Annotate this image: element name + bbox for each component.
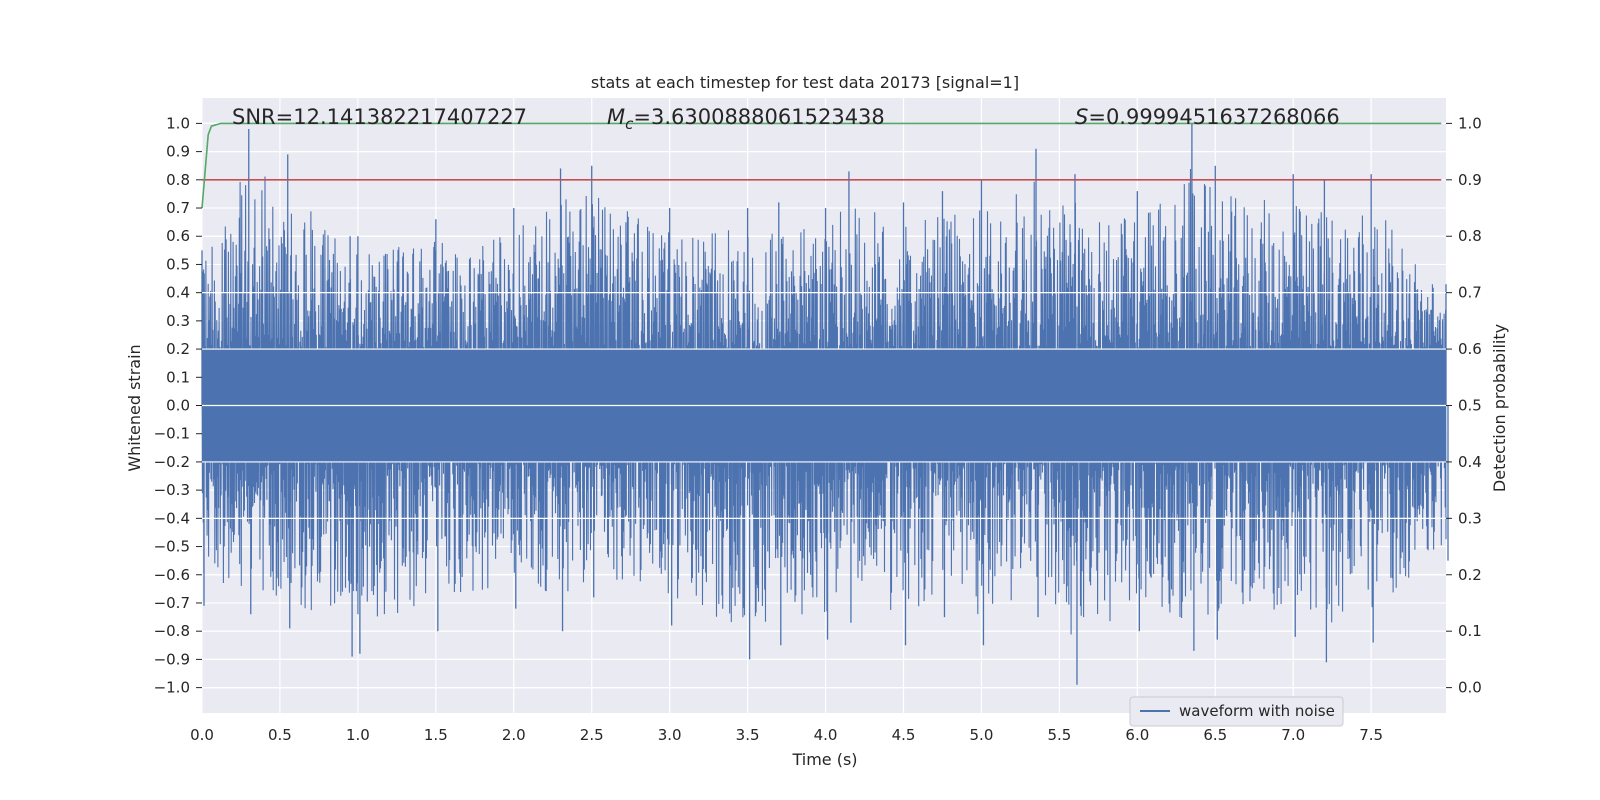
x-tick-label: 3.0 <box>658 726 682 744</box>
x-tick-label: 7.5 <box>1359 726 1383 744</box>
y-tick-label-left: −0.8 <box>154 622 190 640</box>
y-tick-label-left: 0.2 <box>166 340 190 358</box>
waveform-series <box>201 123 1449 685</box>
y-tick-label-left: −0.3 <box>154 481 190 499</box>
x-tick-label: 3.5 <box>736 726 760 744</box>
y-tick-label-right: 1.0 <box>1458 114 1482 132</box>
score-annotation: S=0.9999451637268066 <box>1075 105 1340 129</box>
y-tick-label-left: 0.7 <box>166 199 190 217</box>
y-tick-label-left: −0.1 <box>154 425 190 443</box>
chirp-mass-value: =3.6300888061523438 <box>633 105 884 129</box>
y-tick-label-left: 0.1 <box>166 368 190 386</box>
y-tick-label-left: 0.4 <box>166 284 190 302</box>
y-tick-label-right: 0.3 <box>1458 509 1482 527</box>
y-tick-label-left: −0.6 <box>154 566 190 584</box>
y-tick-label-left: 0.5 <box>166 255 190 273</box>
x-tick-label: 0.5 <box>268 726 292 744</box>
legend-box <box>1129 696 1344 727</box>
snr-annotation: SNR=12.141382217407227 <box>232 105 527 129</box>
y-tick-label-left: 1.0 <box>166 114 190 132</box>
tick-labels: 0.0 0.5 1.0 1.5 2.0 2.5 3.0 3.5 4.0 4.5 5.0 5.5 6.0 6… <box>154 114 1482 744</box>
legend: waveform with noise <box>1129 696 1344 727</box>
y-tick-label-right: 0.2 <box>1458 566 1482 584</box>
x-tick-label: 5.5 <box>1047 726 1071 744</box>
y-tick-label-right: 0.4 <box>1458 453 1482 471</box>
score-value: =0.9999451637268066 <box>1088 105 1339 129</box>
chart-title: stats at each timestep for test data 201… <box>591 73 1019 92</box>
y-tick-label-right: 0.7 <box>1458 284 1482 302</box>
y-tick-label-left: −0.4 <box>154 509 190 527</box>
x-tick-label: 6.5 <box>1203 726 1227 744</box>
chirp-mass-annotation: Mc=3.6300888061523438 <box>607 105 885 133</box>
y-tick-label-left: 0.6 <box>166 227 190 245</box>
y-axis-label-left: Whitened strain <box>125 344 144 471</box>
y-tick-label-right: 0.0 <box>1458 679 1482 697</box>
y-tick-label-right: 0.8 <box>1458 227 1482 245</box>
y-tick-label-right: 0.9 <box>1458 171 1482 189</box>
y-tick-label-left: −0.5 <box>154 538 190 556</box>
y-tick-label-left: 0.3 <box>166 312 190 330</box>
x-tick-label: 7.0 <box>1281 726 1305 744</box>
y-tick-label-right: 0.6 <box>1458 340 1482 358</box>
x-axis-label: Time (s) <box>791 750 857 769</box>
x-tick-label: 0.0 <box>190 726 214 744</box>
x-tick-label: 5.0 <box>970 726 994 744</box>
x-tick-label: 4.0 <box>814 726 838 744</box>
y-tick-label-right: 0.1 <box>1458 622 1482 640</box>
x-tick-label: 6.0 <box>1125 726 1149 744</box>
y-tick-label-left: 0.0 <box>166 397 190 415</box>
y-tick-label-left: −0.9 <box>154 650 190 668</box>
x-tick-label: 2.5 <box>580 726 604 744</box>
score-symbol: S <box>1075 105 1088 129</box>
y-tick-label-left: −1.0 <box>154 679 190 697</box>
x-tick-label: 1.0 <box>346 726 370 744</box>
detection-probability-line <box>201 122 1442 209</box>
x-tick-label: 2.0 <box>502 726 526 744</box>
y-tick-label-left: 0.9 <box>166 143 190 161</box>
x-tick-label: 4.5 <box>892 726 916 744</box>
y-tick-label-right: 0.5 <box>1458 397 1482 415</box>
x-tick-label: 1.5 <box>424 726 448 744</box>
probability-series <box>201 122 1442 209</box>
y-axis-label-right: Detection probability <box>1490 324 1509 492</box>
legend-label-waveform: waveform with noise <box>1179 702 1335 720</box>
y-tick-label-left: 0.8 <box>166 171 190 189</box>
y-tick-label-left: −0.7 <box>154 594 190 612</box>
chirp-mass-subscript: c <box>625 115 634 133</box>
y-tick-label-left: −0.2 <box>154 453 190 471</box>
chirp-mass-symbol: M <box>607 105 625 129</box>
